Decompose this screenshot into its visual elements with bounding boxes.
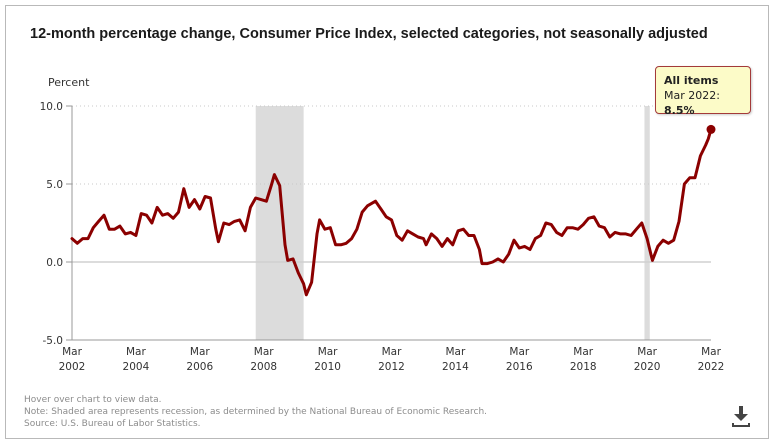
x-axis-ticks: Mar 2002 Mar 2004 Mar 2006 Mar 2008 Mar 2010 Mar 20…	[59, 346, 725, 373]
chart-title: 12-month percentage change, Consumer Pri…	[30, 26, 708, 42]
x-tick-month: Mar	[637, 346, 657, 358]
recession-shading	[255, 106, 650, 340]
x-tick-year: 2008	[250, 361, 277, 373]
x-tick-month: Mar	[62, 346, 82, 358]
x-tick-year: 2016	[506, 361, 533, 373]
y-tick-label: 5.0	[46, 179, 63, 191]
x-tick-month: Mar	[318, 346, 338, 358]
x-tick-month: Mar	[190, 346, 210, 358]
x-tick-year: 2002	[59, 361, 86, 373]
x-tick-month: Mar	[126, 346, 146, 358]
recession-band	[644, 106, 650, 340]
x-tick-month: Mar	[573, 346, 593, 358]
x-tick-year: 2014	[442, 361, 469, 373]
data-tooltip: All items Mar 2022: 8.5%	[655, 66, 751, 117]
tooltip-value-line: Mar 2022: 8.5%	[664, 88, 750, 118]
x-tick-year: 2018	[570, 361, 597, 373]
x-tick-year: 2020	[634, 361, 661, 373]
highlight-point[interactable]	[706, 124, 716, 134]
tooltip-date-label: Mar 2022:	[664, 89, 720, 102]
axes	[71, 106, 711, 341]
gridlines	[72, 105, 711, 263]
x-tick-year: 2004	[123, 361, 150, 373]
y-axis-label: Percent	[48, 76, 90, 89]
y-tick-label: 0.0	[46, 257, 63, 269]
chart-notes: Hover over chart to view data. Note: Sha…	[24, 394, 487, 430]
x-tick-month: Mar	[509, 346, 529, 358]
series-line-all-items[interactable]	[70, 127, 713, 297]
y-tick-label: -5.0	[43, 335, 64, 347]
x-tick-year: 2006	[186, 361, 213, 373]
x-tick-month: Mar	[254, 346, 274, 358]
x-tick-month: Mar	[445, 346, 465, 358]
y-tick-label: 10.0	[40, 101, 63, 113]
x-tick-year: 2012	[378, 361, 405, 373]
series-layer[interactable]	[70, 124, 716, 297]
hover-hint: Hover over chart to view data.	[24, 395, 162, 405]
tooltip-series-name: All items	[664, 74, 719, 87]
recession-note: Note: Shaded area represents recession, …	[24, 407, 488, 417]
recession-band	[255, 106, 304, 340]
x-tick-year: 2010	[314, 361, 341, 373]
download-icon	[732, 406, 750, 427]
x-tick-year: 2022	[698, 361, 725, 373]
y-axis-ticks: 10.0 5.0 0.0 -5.0	[40, 101, 72, 347]
download-button[interactable]	[730, 405, 752, 429]
tooltip-value: 8.5%	[664, 104, 695, 117]
x-tick-month: Mar	[701, 346, 721, 358]
source-note: Source: U.S. Bureau of Labor Statistics.	[24, 419, 201, 429]
x-tick-month: Mar	[382, 346, 402, 358]
